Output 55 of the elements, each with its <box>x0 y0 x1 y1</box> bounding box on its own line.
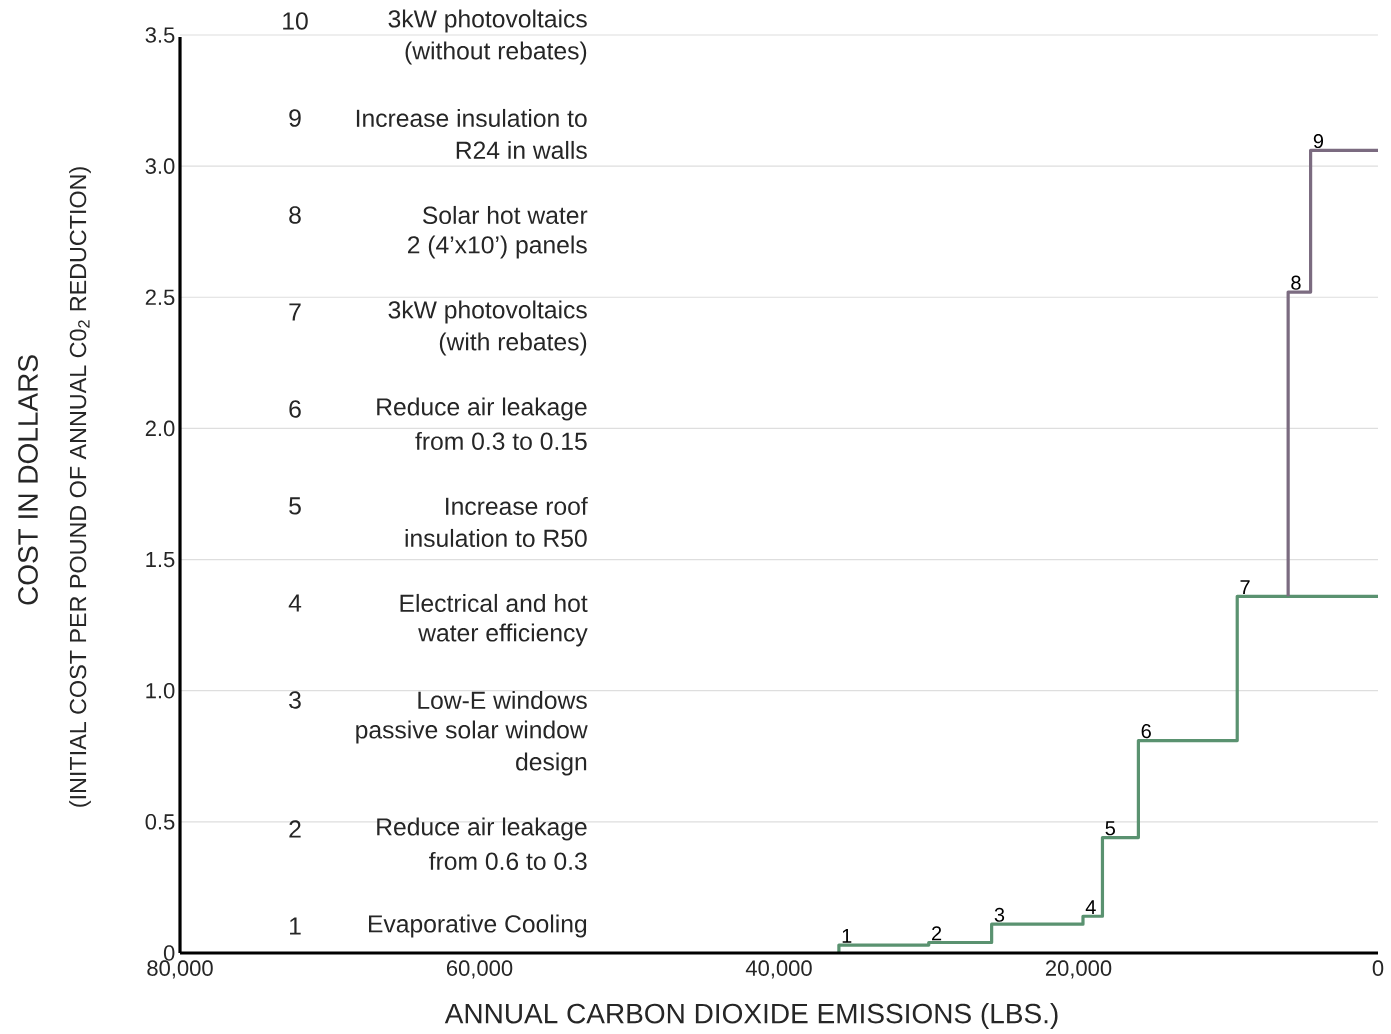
y-axis-title: COST IN DOLLARS <box>18 355 38 605</box>
annotation: passive solar window <box>356 720 588 744</box>
annotation: from 0.3 to 0.15 <box>415 431 587 451</box>
annotation: Reduce air leakage <box>377 817 587 841</box>
annotation: Low-E windows <box>418 690 587 710</box>
annotation: 6 <box>289 400 301 418</box>
text: 10 <box>283 12 308 30</box>
annotation: Reduce air leakage <box>377 397 587 421</box>
x-tick-label: 0 <box>1372 960 1384 976</box>
annotation: Electrical and hot <box>400 593 588 613</box>
y-tick-label: 0 <box>163 945 175 961</box>
annotation: R24 in walls <box>456 140 587 160</box>
annotation: 8 <box>1291 275 1301 290</box>
text: 3kW photovoltaics <box>388 9 587 33</box>
annotation: insulation to R50 <box>405 528 587 548</box>
annotation: 5 <box>1105 821 1116 836</box>
y-tick-label: 2.0 <box>145 420 175 437</box>
annotation: 2 <box>932 926 942 941</box>
annotation: Increase roof <box>446 496 588 516</box>
annotation: Evaporative Cooling <box>369 914 587 938</box>
y-tick-label: 0.5 <box>145 814 175 830</box>
y-tick-label: 3.5 <box>145 27 175 43</box>
y-tick-label: 1.5 <box>146 551 175 568</box>
x-tick-label: 40,000 <box>745 960 812 979</box>
annotation: 4 <box>1085 900 1096 914</box>
y-tick-label: 3.0 <box>145 158 175 174</box>
annotation: Solar hot water <box>422 205 588 225</box>
annotation: 7 <box>1240 580 1250 595</box>
x-axis-title: ANNUAL CARBON DIOXIDE EMISSIONS (LBS.) <box>444 1002 1058 1030</box>
annotation: (without rebates) <box>405 41 587 65</box>
annotation: from 0.6 to 0.3 <box>429 851 587 871</box>
x-tick-label: 20,000 <box>1045 960 1112 979</box>
text: (INITIAL COST PER POUND OF ANNUAL C0$_{2}$ REDUCTION) <box>69 167 91 807</box>
annotation: 7 <box>289 303 301 321</box>
y-tick-label: 1.0 <box>146 682 175 699</box>
annotation: 3 <box>994 907 1005 922</box>
annotation: 6 <box>1141 724 1151 739</box>
annotation: 3kW photovoltaics <box>388 300 587 324</box>
annotation: (with rebates) <box>439 332 587 356</box>
x-tick-label: 80,000 <box>147 960 213 979</box>
annotation: design <box>516 752 587 776</box>
annotation: 8 <box>289 206 301 224</box>
annotation: water efficiency <box>418 623 588 647</box>
annotation: 3 <box>289 691 301 709</box>
annotation: 9 <box>1313 133 1324 149</box>
annotation: 5 <box>289 497 301 515</box>
annotation: 1 <box>842 929 852 943</box>
y-tick-label: 2.5 <box>145 289 175 306</box>
annotation: 2 (4’x10’) panels <box>407 235 587 259</box>
annotation: 2 <box>289 820 301 838</box>
annotation: 4 <box>288 594 302 612</box>
annotation: 1 <box>290 917 301 935</box>
x-tick-label: 60,000 <box>446 960 513 979</box>
annotation: 9 <box>289 109 301 127</box>
annotation: Increase insulation to <box>356 108 587 128</box>
